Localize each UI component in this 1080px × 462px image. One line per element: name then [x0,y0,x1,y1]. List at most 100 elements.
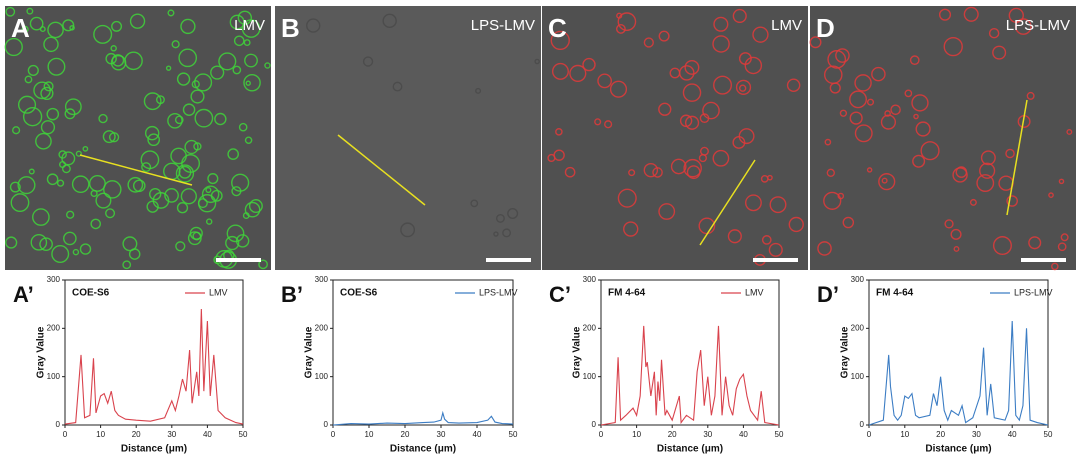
cell [47,21,64,39]
cell [43,81,54,92]
panel-label: D’ [817,282,839,307]
cell [88,174,106,192]
cell [643,37,654,48]
y-tick-label: 300 [851,275,865,284]
cell [854,124,873,143]
cell [72,248,80,256]
cell [149,187,162,201]
x-tick-label: 0 [599,430,604,439]
cell [29,16,44,31]
panel-label: C [548,13,567,43]
y-tick-label: 100 [47,372,61,381]
annotation: FM 4-64 [876,288,914,299]
cell [205,218,213,225]
cell [744,56,763,75]
y-tick-label: 300 [315,275,329,284]
panel-label: B [281,13,300,43]
cell [194,73,213,92]
x-tick-label: 50 [775,430,784,439]
cell [64,98,82,116]
y-tick-label: 200 [47,323,61,332]
cell [93,24,113,44]
annotation: COE-S6 [72,288,110,299]
cell [244,136,253,145]
cell [95,192,112,209]
y-axis-label: Gray Value [572,326,583,378]
cell [823,191,842,210]
cell [229,14,245,30]
cell [955,166,968,178]
cell [1066,128,1073,135]
cell [609,80,628,98]
y-axis-label: Gray Value [36,326,47,378]
cell [1051,262,1059,271]
panel-label: A [11,13,30,43]
x-axis-label: Distance (μm) [925,444,991,455]
x-tick-label: 10 [365,430,374,439]
profile-line [600,325,780,426]
x-tick-label: 0 [63,430,68,439]
cell [12,126,21,135]
cell [564,166,576,178]
scale-bar [1021,258,1066,262]
cell [837,192,845,200]
cell [658,102,672,116]
cell [712,35,730,53]
y-tick-label: 100 [315,372,329,381]
cell [227,148,239,160]
cell [382,13,397,29]
cell [1006,195,1018,207]
image-caption: LPS-LMV [1006,17,1070,34]
x-tick-label: 30 [703,430,712,439]
plot-frame [600,279,780,426]
cell [56,179,65,187]
cell [71,175,90,194]
cell [615,24,626,34]
cell [191,80,200,89]
y-tick-label: 200 [583,323,597,332]
panel-label: C’ [549,282,571,307]
scale-bar [753,258,798,262]
cell [551,62,569,80]
cell [904,89,913,98]
cell [194,108,214,128]
legend-label: LMV [745,287,764,297]
cell [658,30,670,42]
cell [550,30,570,51]
cell [105,52,117,65]
cell [62,19,75,32]
cell [30,234,48,251]
scale-bar [216,258,261,262]
cell [210,189,223,202]
cell [238,122,248,132]
cell [244,201,261,218]
cell [1005,148,1015,159]
cell [684,115,700,130]
cell [201,185,220,204]
cell [597,73,612,89]
cell [103,180,122,199]
cell [683,158,702,178]
x-tick-label: 10 [632,430,641,439]
cell [248,199,263,214]
cell [226,224,245,243]
micrograph [542,6,808,270]
cell [21,25,29,33]
cell [702,101,720,120]
micrograph [275,6,541,270]
y-tick-label: 0 [324,420,329,429]
cell [214,112,227,126]
annotation: FM 4-64 [608,288,646,299]
cell [140,150,160,170]
cell [713,16,729,32]
cell [392,81,403,92]
cell [61,151,76,166]
x-tick-label: 20 [936,430,945,439]
cell [732,8,747,24]
cell [241,19,261,38]
cell [122,236,138,252]
line-profile-path [1006,99,1028,216]
cell [111,20,123,32]
cell [682,83,702,102]
cell [992,236,1012,256]
